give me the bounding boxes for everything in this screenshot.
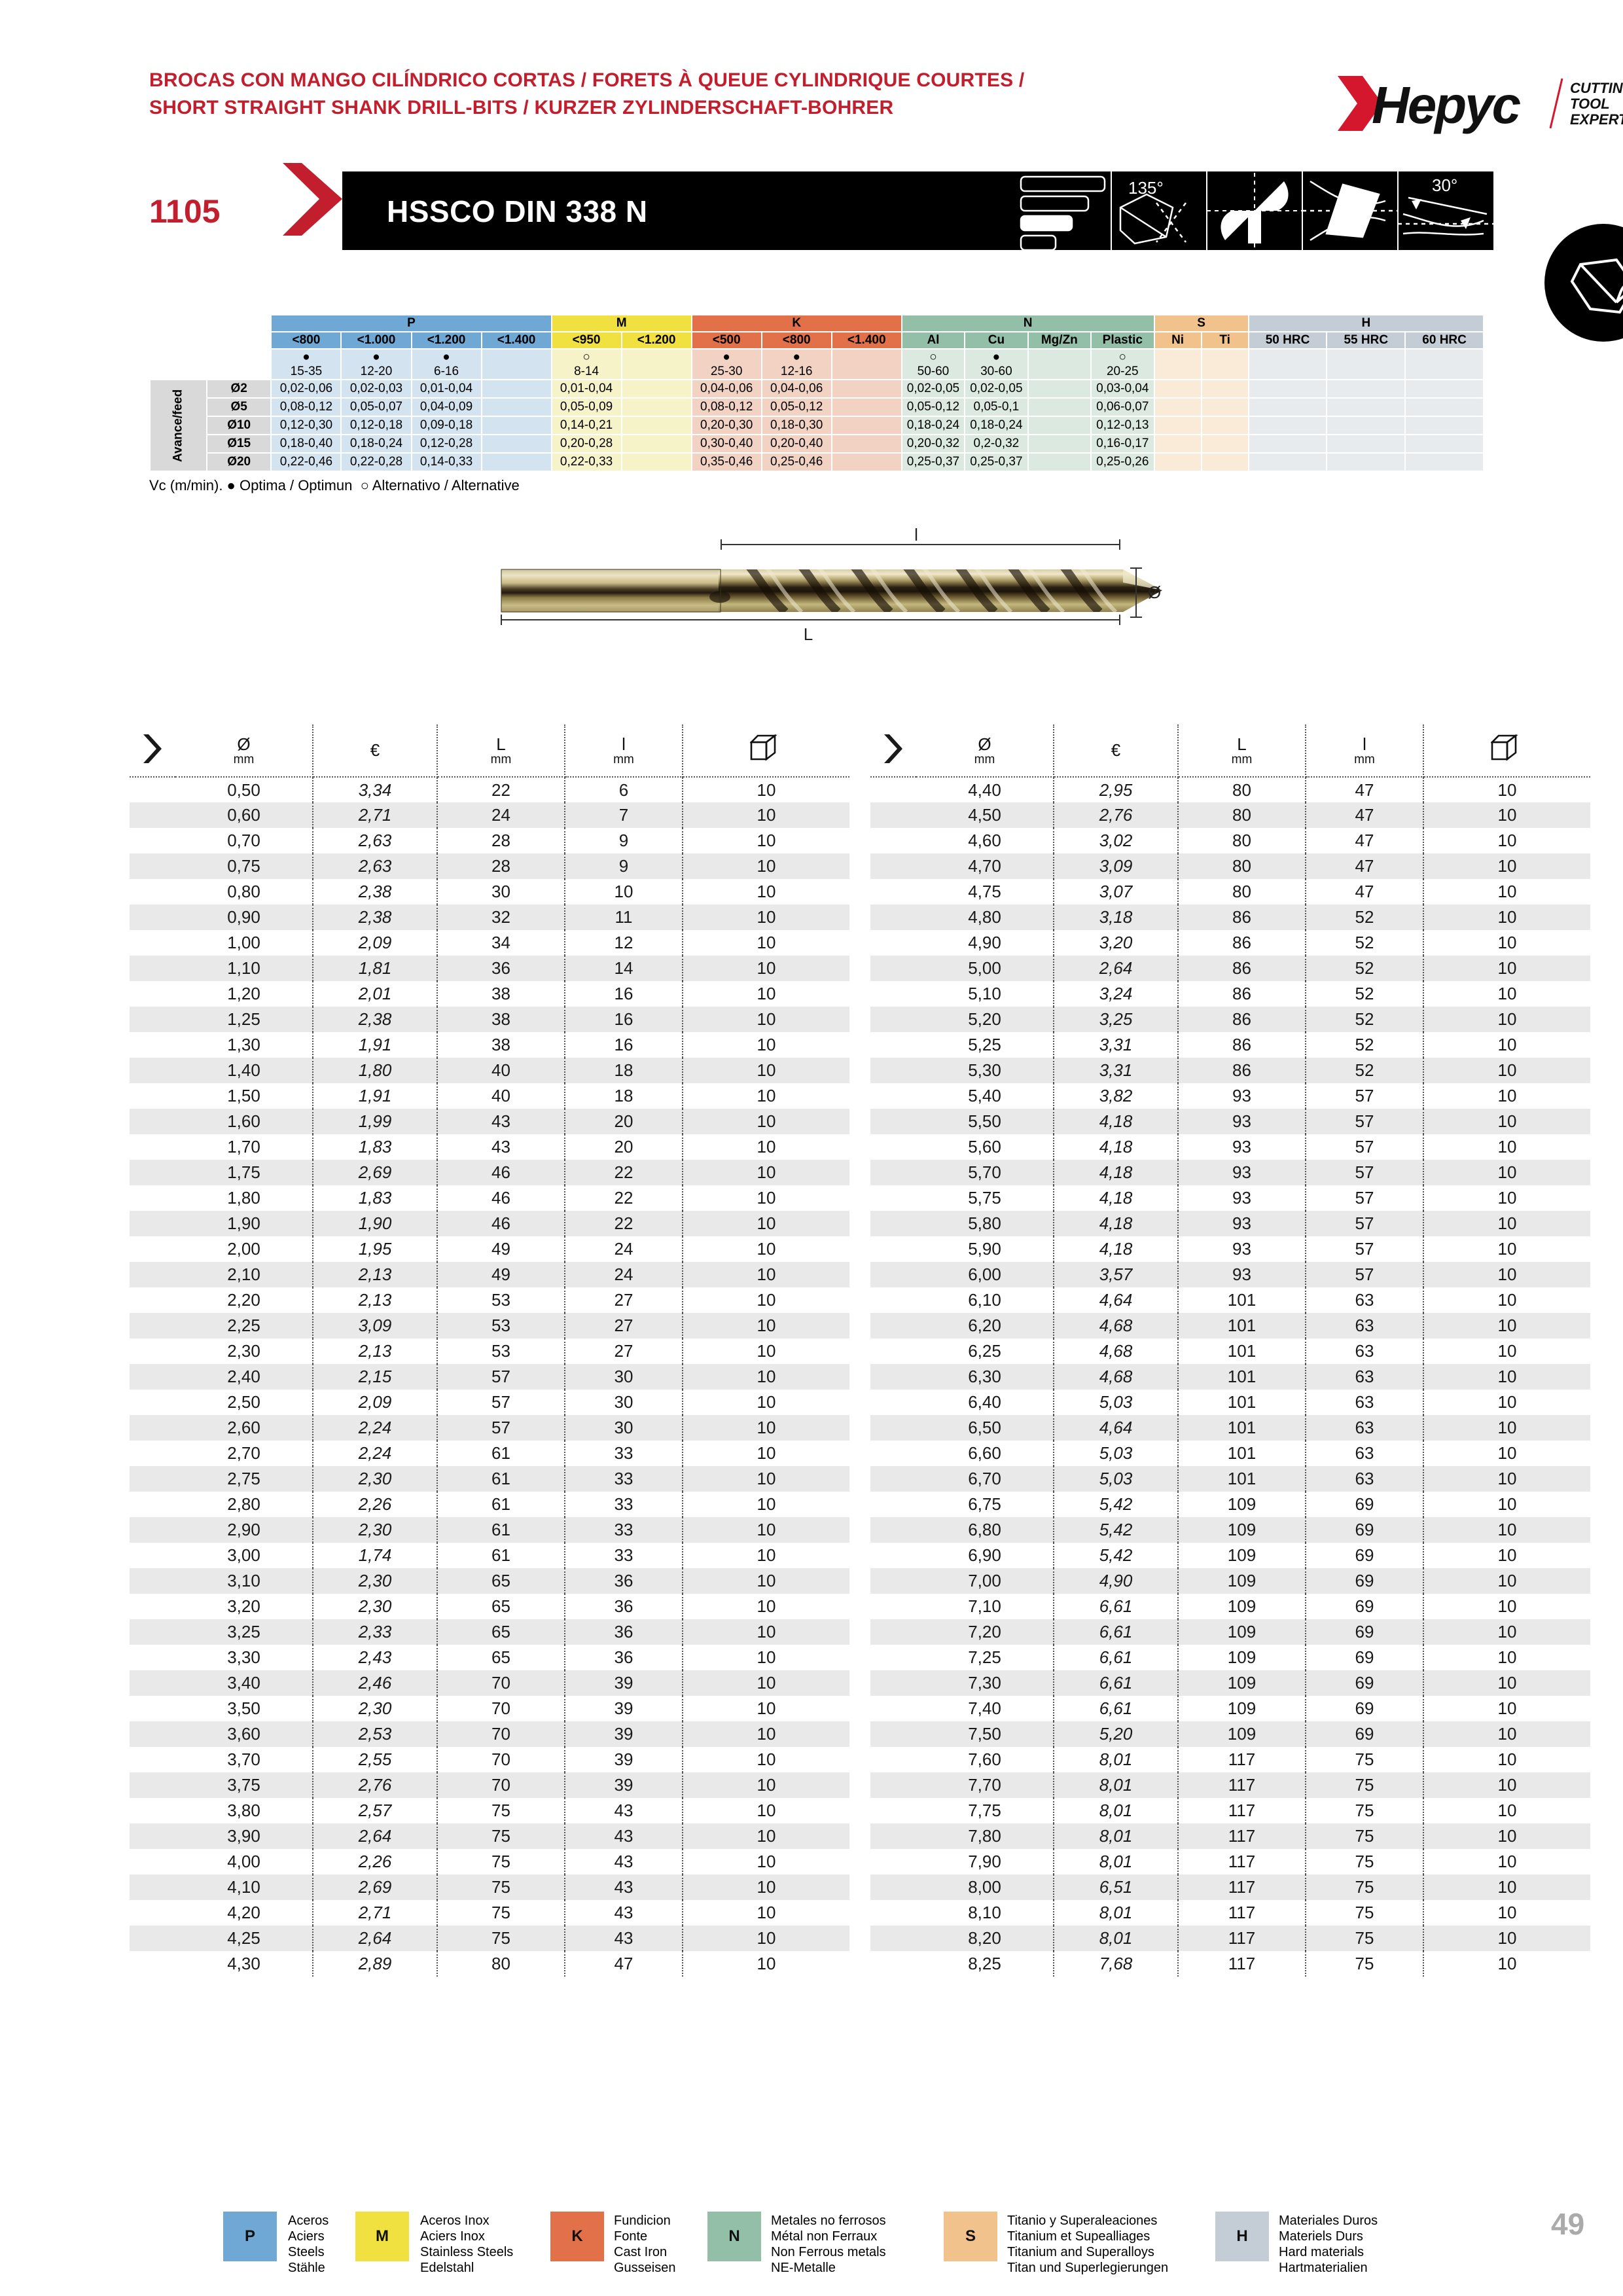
svg-text:Hepyc: Hepyc xyxy=(1372,76,1521,134)
svg-text:30°: 30° xyxy=(1432,175,1457,195)
svg-text:TOOL: TOOL xyxy=(1570,96,1610,112)
svg-text:CUTTING: CUTTING xyxy=(1570,80,1623,96)
svg-text:EXPERTS: EXPERTS xyxy=(1570,111,1623,128)
svg-text:Ø: Ø xyxy=(1148,583,1161,602)
svg-text:l: l xyxy=(914,525,918,545)
svg-text:L: L xyxy=(804,624,813,644)
